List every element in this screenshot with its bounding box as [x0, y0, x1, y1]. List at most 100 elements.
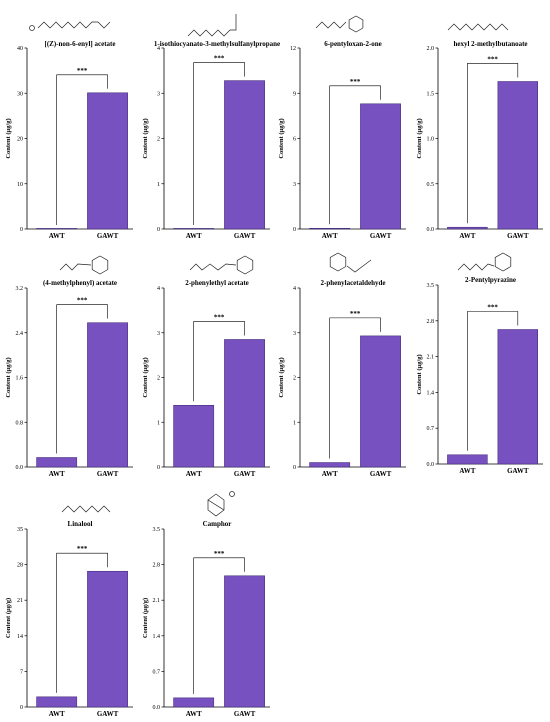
- bar-gawt: [497, 329, 539, 465]
- lactone-chain-icon: [315, 21, 347, 29]
- y-tick-label: 0: [293, 227, 296, 233]
- x-tick-label: GAWT: [97, 470, 119, 478]
- x-tick-label: AWT: [459, 467, 475, 475]
- phenylethyl-acetate-structure-icon: [236, 255, 254, 275]
- y-tick-label: 3: [293, 331, 296, 337]
- y-tick-label: 1.6: [16, 376, 24, 382]
- y-tick-label: 7: [20, 669, 23, 675]
- y-tick-label: 3: [157, 91, 160, 97]
- aldehyde-chain-icon: [346, 259, 372, 273]
- acetate-chain-icon: [59, 263, 92, 271]
- chart-title: 2-Pentylpyrazine: [465, 276, 516, 284]
- phenylacetaldehyde-structure-icon: [329, 252, 347, 272]
- significance-bracket: [193, 62, 245, 225]
- y-axis-label: Content (μg/g): [278, 118, 285, 158]
- chart-title: Camphor: [203, 520, 232, 528]
- y-tick-label: 0.0: [16, 465, 24, 471]
- y-axis-label: Content (μg/g): [278, 357, 285, 397]
- significance-label: ***: [214, 55, 225, 63]
- y-tick-label: 2: [157, 376, 160, 382]
- y-axis-label: Content (μg/g): [142, 598, 149, 638]
- chart-title: [(Z)-non-6-enyl] acetate: [45, 40, 116, 48]
- x-tick-label: GAWT: [370, 470, 392, 478]
- y-tick-label: 3.5: [153, 527, 161, 533]
- y-tick-label: 0: [293, 465, 296, 471]
- chart-title: 1-isothiocyanato-3-methylsulfanylpropane: [154, 40, 280, 48]
- y-tick-label: 2.1: [153, 598, 161, 604]
- y-axis-label: Content (μg/g): [5, 118, 12, 158]
- bar-gawt: [87, 570, 128, 708]
- pentylpyrazine-structure-icon: [494, 252, 512, 272]
- significance-bracket: [329, 317, 381, 459]
- y-tick-label: 0.5: [427, 182, 435, 188]
- y-axis-label: Content (μg/g): [416, 118, 423, 158]
- y-axis-label: Content (μg/g): [5, 598, 12, 638]
- y-tick-label: 9: [293, 91, 296, 97]
- chart-title: (4-methylphenyl) acetate: [43, 279, 117, 287]
- y-tick-label: 21: [17, 598, 23, 604]
- significance-label: ***: [77, 297, 88, 305]
- significance-bracket: [329, 85, 381, 225]
- y-tick-label: 20: [17, 137, 23, 143]
- bar-awt: [36, 696, 78, 708]
- significance-bracket: [56, 74, 108, 225]
- x-tick-label: AWT: [49, 470, 65, 478]
- y-tick-label: 1: [293, 420, 296, 426]
- x-tick-label: GAWT: [234, 710, 256, 718]
- y-tick-label: 4: [157, 286, 160, 292]
- linalool-structure-icon: [61, 505, 111, 513]
- chart-title: Linalool: [68, 520, 93, 528]
- chart-panel: [(Z)-non-6-enyl] acetate Content (μg/g) 0 1…: [5, 40, 133, 240]
- chart-title: hexyl 2-methylbutanoate: [453, 40, 527, 48]
- x-tick-label: AWT: [49, 232, 65, 240]
- y-tick-label: 1.4: [153, 634, 161, 640]
- y-tick-label: 2.0: [427, 46, 435, 52]
- significance-label: ***: [77, 67, 88, 75]
- x-tick-label: GAWT: [97, 232, 119, 240]
- significance-bracket: [193, 557, 245, 694]
- y-tick-label: 2: [293, 376, 296, 382]
- x-tick-label: GAWT: [507, 467, 529, 475]
- significance-label: ***: [487, 55, 498, 63]
- y-tick-label: 1.5: [427, 91, 435, 97]
- y-tick-label: 2.8: [153, 563, 161, 569]
- y-tick-label: 3: [293, 182, 296, 188]
- chart-panel: 6-pentyloxan-2-one Content (μg/g) 0 3 6 9 12 AW…: [278, 40, 406, 240]
- y-tick-label: 3.2: [16, 286, 24, 292]
- bar-awt: [36, 228, 78, 230]
- y-tick-label: 4: [157, 46, 160, 52]
- bar-awt: [36, 457, 78, 468]
- y-tick-label: 35: [17, 527, 23, 533]
- bar-awt: [447, 226, 488, 230]
- x-tick-label: GAWT: [234, 470, 256, 478]
- y-tick-label: 1.0: [427, 137, 435, 143]
- x-tick-label: GAWT: [370, 232, 392, 240]
- y-tick-label: 1.4: [427, 390, 435, 396]
- chart-title: 6-pentyloxan-2-one: [324, 40, 382, 48]
- significance-label: ***: [350, 310, 361, 318]
- hexyl-ester-structure-icon: [447, 23, 509, 31]
- chart-panel: 2-phenylacetaldehyde Content (μg/g) 0 1 2 3 4 A…: [278, 279, 406, 478]
- bar-gawt: [497, 81, 539, 230]
- x-tick-label: GAWT: [507, 232, 529, 240]
- isothiocyanate-structure-icon: [187, 14, 237, 37]
- y-tick-label: 0.7: [427, 426, 435, 432]
- y-tick-label: 14: [17, 634, 23, 640]
- chart-panel: Camphor Content (μg/g) 0.0 0.7 1.4 2.1 2.8 3.5 A…: [142, 520, 270, 718]
- significance-bracket: [467, 63, 519, 224]
- y-tick-label: 40: [17, 46, 23, 52]
- camphor-structure-icon: [207, 493, 225, 517]
- chart-title: 2-phenylethyl acetate: [185, 279, 249, 287]
- bar-awt: [309, 462, 351, 468]
- x-tick-label: AWT: [49, 710, 65, 718]
- significance-label: ***: [487, 303, 498, 311]
- significance-label: ***: [214, 550, 225, 558]
- y-axis-label: Content (μg/g): [142, 118, 149, 158]
- y-tick-label: 0.0: [427, 462, 435, 468]
- bar-gawt: [224, 80, 265, 230]
- significance-bracket: [467, 311, 519, 451]
- y-tick-label: 0: [20, 705, 23, 711]
- y-tick-label: 0.8: [16, 420, 24, 426]
- bar-awt: [173, 697, 215, 708]
